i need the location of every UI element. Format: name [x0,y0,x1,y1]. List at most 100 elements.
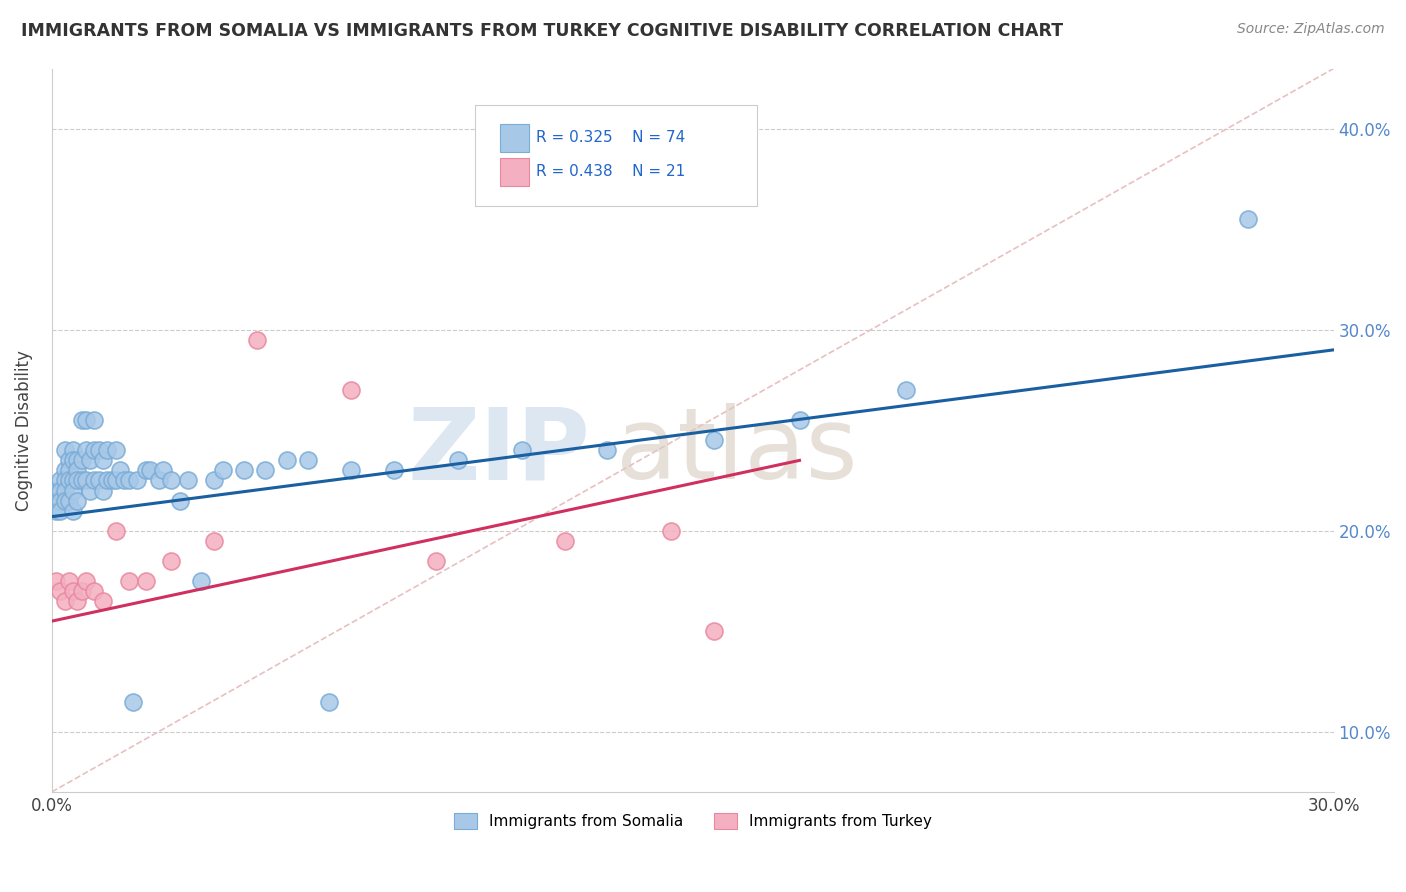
Point [202,533,225,548]
Point [79,483,101,498]
Point [49,584,72,599]
Point [211,463,233,477]
Point [66,594,89,608]
Point [53,463,76,477]
Point [233,463,256,477]
Point [75,413,97,427]
Point [96,443,118,458]
Point [202,474,225,488]
Point [83,443,105,458]
Point [87,474,110,488]
Text: R = 0.325    N = 74: R = 0.325 N = 74 [536,129,686,145]
Point [62,453,84,467]
Point [135,574,157,588]
Point [53,474,76,488]
Point [276,453,298,467]
Point [75,443,97,458]
Point [177,474,200,488]
Point [127,474,149,488]
Point [112,474,135,488]
Text: ZIP: ZIP [408,403,591,500]
Point [340,383,363,397]
Point [703,624,725,639]
Point [49,493,72,508]
Point [160,474,183,488]
Point [62,503,84,517]
Point [70,453,93,467]
Point [254,463,277,477]
Point [553,533,575,548]
Point [83,584,105,599]
Point [91,453,114,467]
Point [58,574,80,588]
Point [190,574,212,588]
Point [118,574,141,588]
Point [83,413,105,427]
FancyBboxPatch shape [475,104,756,206]
Point [425,554,447,568]
Point [96,474,118,488]
Point [53,594,76,608]
Point [152,463,174,477]
Point [104,443,127,458]
Point [49,483,72,498]
Point [66,493,89,508]
Point [53,483,76,498]
Point [122,694,145,708]
Text: IMMIGRANTS FROM SOMALIA VS IMMIGRANTS FROM TURKEY COGNITIVE DISABILITY CORRELATI: IMMIGRANTS FROM SOMALIA VS IMMIGRANTS FR… [21,22,1063,40]
Point [789,413,811,427]
Point [66,474,89,488]
Point [70,413,93,427]
Point [246,333,269,347]
Point [104,524,127,538]
Point [148,474,170,488]
Point [104,474,127,488]
Point [45,493,67,508]
Point [83,474,105,488]
Text: Source: ZipAtlas.com: Source: ZipAtlas.com [1237,22,1385,37]
Point [340,463,363,477]
Point [45,574,67,588]
Point [382,463,405,477]
Point [596,443,619,458]
Point [108,463,131,477]
Point [66,453,89,467]
Point [75,474,97,488]
Point [62,443,84,458]
Point [91,594,114,608]
Point [45,483,67,498]
Point [45,503,67,517]
Point [49,474,72,488]
Point [58,463,80,477]
Point [53,443,76,458]
Point [169,493,191,508]
FancyBboxPatch shape [501,124,529,152]
Y-axis label: Cognitive Disability: Cognitive Disability [15,350,32,511]
Text: R = 0.438    N = 21: R = 0.438 N = 21 [536,164,686,178]
Point [58,453,80,467]
Point [58,474,80,488]
Point [1237,212,1260,227]
Point [703,434,725,448]
Point [135,463,157,477]
Point [510,443,533,458]
Point [62,584,84,599]
Text: atlas: atlas [616,403,858,500]
Point [297,453,319,467]
Point [79,453,101,467]
Point [896,383,918,397]
Point [160,554,183,568]
Point [53,493,76,508]
Point [100,474,122,488]
Point [659,524,682,538]
Point [91,483,114,498]
Point [49,503,72,517]
Legend: Immigrants from Somalia, Immigrants from Turkey: Immigrants from Somalia, Immigrants from… [447,806,938,835]
Point [118,474,141,488]
Point [62,483,84,498]
Point [58,493,80,508]
Point [447,453,470,467]
Point [62,474,84,488]
Point [70,584,93,599]
Point [318,694,340,708]
